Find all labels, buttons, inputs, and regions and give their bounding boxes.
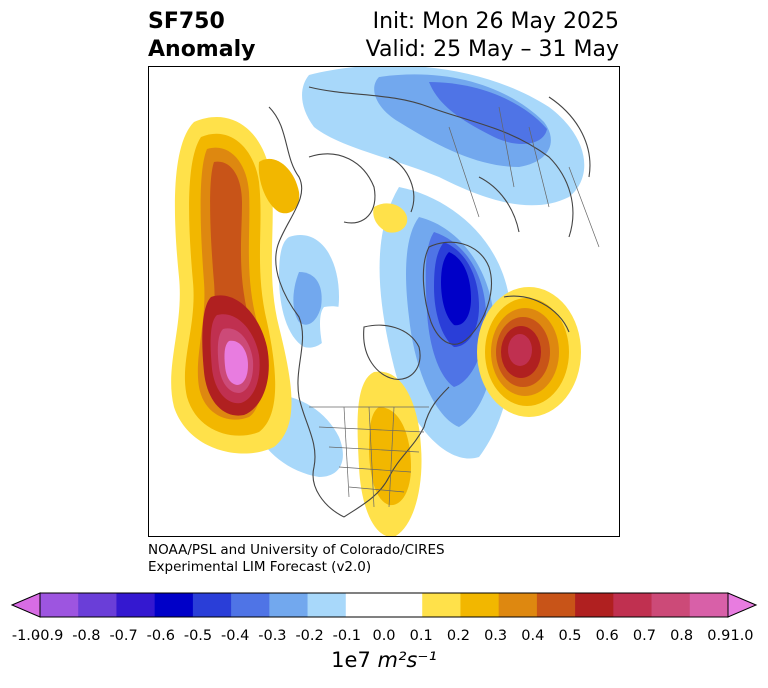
colorbar-segment bbox=[116, 593, 156, 617]
colorbar-tick-label: -1.0 bbox=[11, 628, 41, 644]
colorbar-tick-label: -0.5 bbox=[183, 628, 213, 644]
positive-anomaly-atlantic bbox=[477, 287, 581, 417]
map-canvas bbox=[171, 67, 600, 536]
colorbar-tick-label: -0.7 bbox=[109, 628, 138, 644]
colorbar-tick-label: -0.3 bbox=[258, 628, 287, 644]
unit-prefix: 1e7 bbox=[331, 648, 378, 672]
colorbar-tick-label: 0.6 bbox=[595, 628, 619, 644]
colorbar-tick-label: 0.3 bbox=[484, 628, 508, 644]
colorbar-segment bbox=[689, 593, 729, 617]
colorbar-segment bbox=[192, 593, 232, 617]
colorbar bbox=[10, 592, 758, 618]
colorbar-tick-label: 0.8 bbox=[670, 628, 694, 644]
colorbar-segment bbox=[231, 593, 270, 617]
colorbar-tick-label: -0.4 bbox=[221, 628, 250, 644]
colorbar-segment bbox=[78, 593, 117, 617]
colorbar-tick-label: -0.6 bbox=[146, 628, 175, 644]
negative-anomaly-canada-greenland bbox=[379, 187, 513, 459]
negative-anomaly-north bbox=[302, 67, 585, 206]
colorbar-tick-label: 0.5 bbox=[558, 628, 582, 644]
colorbar-tick-labels: -1.0 -0.9 -0.8 -0.7 -0.6 -0.5 -0.4 -0.3 -0.2 -0.1… bbox=[0, 628, 768, 646]
colorbar-segment bbox=[575, 593, 614, 617]
colorbar-max-arrow bbox=[727, 592, 758, 618]
colorbar-segment bbox=[307, 593, 347, 617]
colorbar-tick-label: 0.9 bbox=[707, 628, 731, 644]
unit-math: m²s⁻¹ bbox=[377, 648, 437, 672]
colorbar-segment bbox=[384, 593, 423, 617]
colorbar-unit-label: 1e7 m²s⁻¹ bbox=[0, 648, 768, 672]
colorbar-min-arrow bbox=[10, 592, 41, 618]
colorbar-segment bbox=[345, 593, 385, 617]
colorbar-segment bbox=[154, 593, 194, 617]
positive-anomaly-arctic bbox=[373, 203, 408, 233]
colorbar-segments bbox=[40, 593, 729, 617]
colorbar-outline bbox=[39, 592, 729, 618]
coastlines bbox=[268, 86, 591, 518]
colorbar-segment bbox=[422, 593, 461, 617]
map-title: SF750 Anomaly bbox=[148, 8, 255, 64]
title-line-variable: SF750 bbox=[148, 9, 225, 34]
init-date-label: Init: Mon 26 May 2025 bbox=[372, 9, 619, 34]
colorbar-tick-label: 0.7 bbox=[632, 628, 656, 644]
political-borders bbox=[309, 106, 600, 508]
credit-line-forecast: Experimental LIM Forecast (v2.0) bbox=[148, 559, 372, 575]
colorbar-segment bbox=[613, 593, 653, 617]
positive-anomaly-pacific bbox=[171, 117, 300, 454]
colorbar-tick-label: 0.2 bbox=[446, 628, 470, 644]
colorbar-tick-label: -0.2 bbox=[295, 628, 324, 644]
title-line-anomaly: Anomaly bbox=[148, 37, 256, 62]
colorbar-segment bbox=[460, 593, 500, 617]
anomaly-map bbox=[148, 66, 620, 537]
colorbar-tick-label: -0.1 bbox=[332, 628, 361, 644]
colorbar-tick-label: -0.8 bbox=[72, 628, 101, 644]
colorbar-segment bbox=[40, 593, 79, 617]
colorbar-segment bbox=[651, 593, 691, 617]
colorbar-tick-label: 0.4 bbox=[521, 628, 545, 644]
colorbar-segment bbox=[498, 593, 538, 617]
forecast-dates: Init: Mon 26 May 2025 Valid: 25 May – 31… bbox=[366, 8, 619, 64]
credit-text: NOAA/PSL and University of Colorado/CIRE… bbox=[148, 542, 445, 576]
colorbar-tick-label: -0.9 bbox=[35, 628, 64, 644]
colorbar-tick-label: 0.1 bbox=[409, 628, 433, 644]
colorbar-tick-label: 1.0 bbox=[730, 628, 754, 644]
colorbar-segment bbox=[536, 593, 576, 617]
colorbar-segment bbox=[269, 593, 309, 617]
valid-date-label: Valid: 25 May – 31 May bbox=[365, 37, 619, 62]
colorbar-tick-label: 0.0 bbox=[372, 628, 396, 644]
credit-line-institution: NOAA/PSL and University of Colorado/CIRE… bbox=[148, 542, 445, 558]
